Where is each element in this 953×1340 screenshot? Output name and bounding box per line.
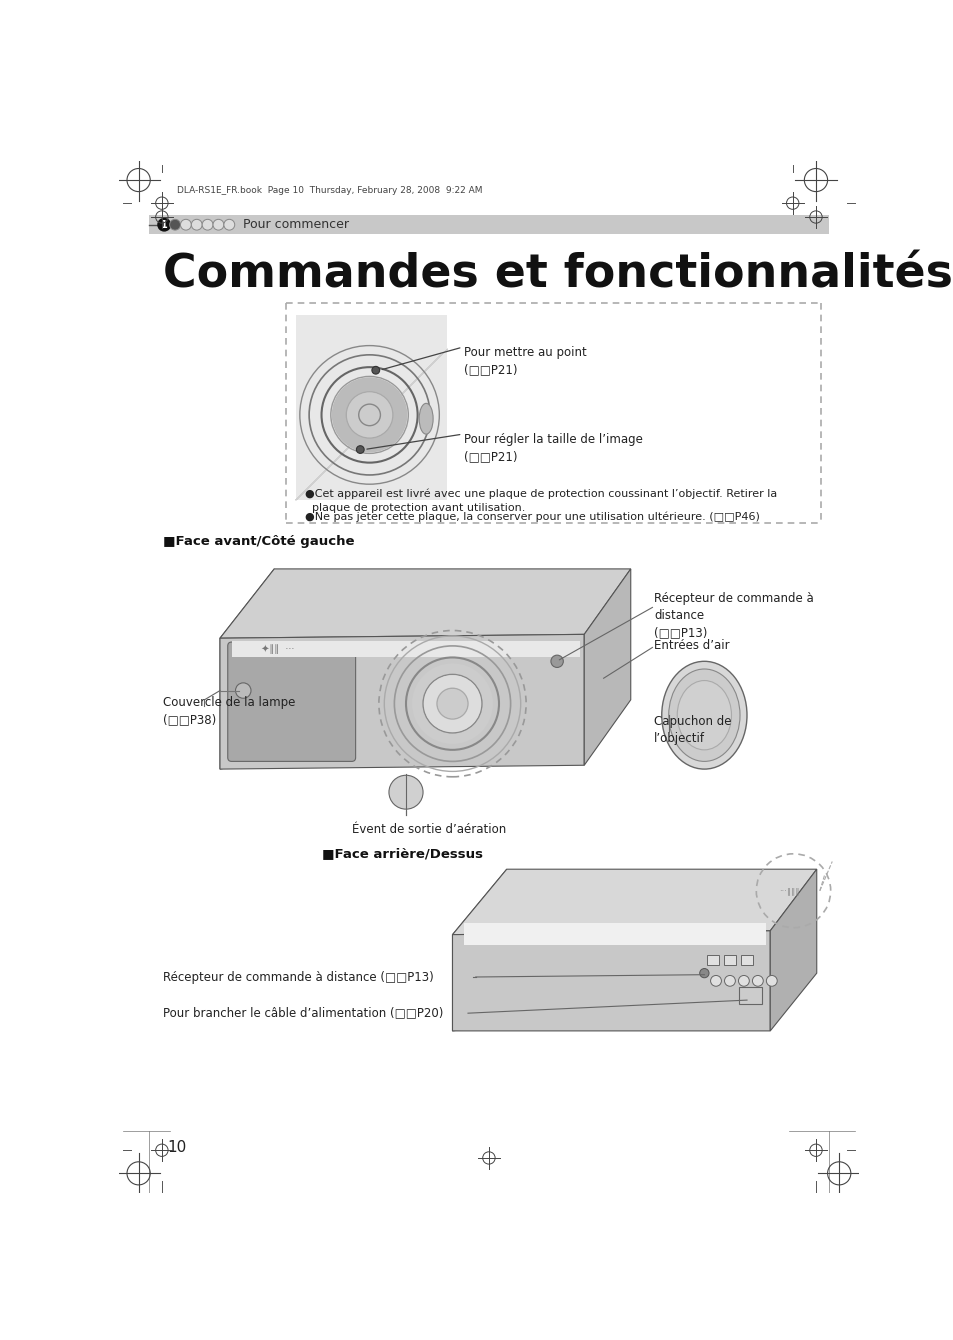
Circle shape	[340, 386, 398, 444]
Circle shape	[170, 220, 180, 230]
Circle shape	[738, 976, 748, 986]
Text: ■Face arrière/Dessus: ■Face arrière/Dessus	[321, 847, 482, 860]
Bar	[739, 988, 761, 1004]
Polygon shape	[769, 870, 816, 1030]
Text: Capuchon de
l’objectif: Capuchon de l’objectif	[654, 716, 731, 745]
Circle shape	[202, 220, 213, 230]
Text: Évent de sortie d’aération: Évent de sortie d’aération	[352, 823, 506, 836]
Bar	[706, 954, 719, 965]
Text: 1: 1	[161, 220, 168, 229]
Circle shape	[180, 220, 192, 230]
Circle shape	[356, 446, 364, 453]
Circle shape	[765, 976, 777, 986]
Circle shape	[550, 655, 562, 667]
FancyBboxPatch shape	[228, 642, 355, 761]
Polygon shape	[452, 931, 769, 1030]
Polygon shape	[583, 570, 630, 765]
Circle shape	[224, 220, 234, 230]
Polygon shape	[452, 870, 816, 935]
Text: Commandes et fonctionnalités: Commandes et fonctionnalités	[163, 252, 952, 297]
Text: Couvercle de la lampe
(□□P38): Couvercle de la lampe (□□P38)	[163, 695, 295, 726]
Text: Entrées d’air: Entrées d’air	[654, 639, 729, 653]
Bar	[464, 923, 765, 945]
Text: ···∥∥∥: ···∥∥∥	[779, 886, 800, 895]
Text: Récepteur de commande à
distance
(□□P13): Récepteur de commande à distance (□□P13)	[654, 592, 813, 639]
Bar	[295, 315, 447, 500]
Text: ●Ne pas jeter cette plaque, la conserver pour une utilisation ultérieure. (□□P46: ●Ne pas jeter cette plaque, la conserver…	[305, 511, 760, 521]
Circle shape	[353, 398, 386, 431]
Text: Pour mettre au point
(□□P21): Pour mettre au point (□□P21)	[464, 346, 586, 377]
Ellipse shape	[677, 681, 731, 750]
Circle shape	[157, 218, 171, 232]
Circle shape	[752, 976, 762, 986]
Text: 10: 10	[167, 1140, 187, 1155]
Bar	[149, 216, 828, 234]
Ellipse shape	[418, 403, 433, 434]
Circle shape	[417, 669, 487, 738]
Polygon shape	[220, 634, 583, 769]
Circle shape	[372, 366, 379, 374]
Text: ●Cet appareil est livré avec une plaque de protection coussinant l’objectif. Ret: ●Cet appareil est livré avec une plaque …	[305, 488, 777, 512]
Text: Pour commencer: Pour commencer	[243, 218, 349, 232]
Bar	[723, 954, 736, 965]
Polygon shape	[452, 870, 506, 1030]
Text: DLA-RS1E_FR.book  Page 10  Thursday, February 28, 2008  9:22 AM: DLA-RS1E_FR.book Page 10 Thursday, Febru…	[177, 185, 482, 194]
Ellipse shape	[661, 662, 746, 769]
Text: Pour régler la taille de l’image
(□□P21): Pour régler la taille de l’image (□□P21)	[464, 433, 642, 464]
Circle shape	[699, 969, 708, 978]
Circle shape	[235, 683, 251, 698]
Circle shape	[431, 682, 474, 725]
Circle shape	[192, 220, 202, 230]
Polygon shape	[220, 570, 630, 638]
Circle shape	[213, 220, 224, 230]
Ellipse shape	[668, 669, 740, 761]
Circle shape	[710, 976, 720, 986]
Polygon shape	[220, 570, 274, 769]
Text: ✦∥∥  ···: ✦∥∥ ···	[254, 645, 294, 654]
Text: Pour brancher le câble d’alimentation (□□P20): Pour brancher le câble d’alimentation (□…	[163, 1006, 443, 1020]
Bar	[232, 641, 579, 658]
Text: Récepteur de commande à distance (□□P13): Récepteur de commande à distance (□□P13)	[163, 970, 434, 984]
Circle shape	[389, 776, 422, 809]
Circle shape	[723, 976, 735, 986]
Bar	[740, 954, 753, 965]
Text: ■Face avant/Côté gauche: ■Face avant/Côté gauche	[163, 536, 355, 548]
